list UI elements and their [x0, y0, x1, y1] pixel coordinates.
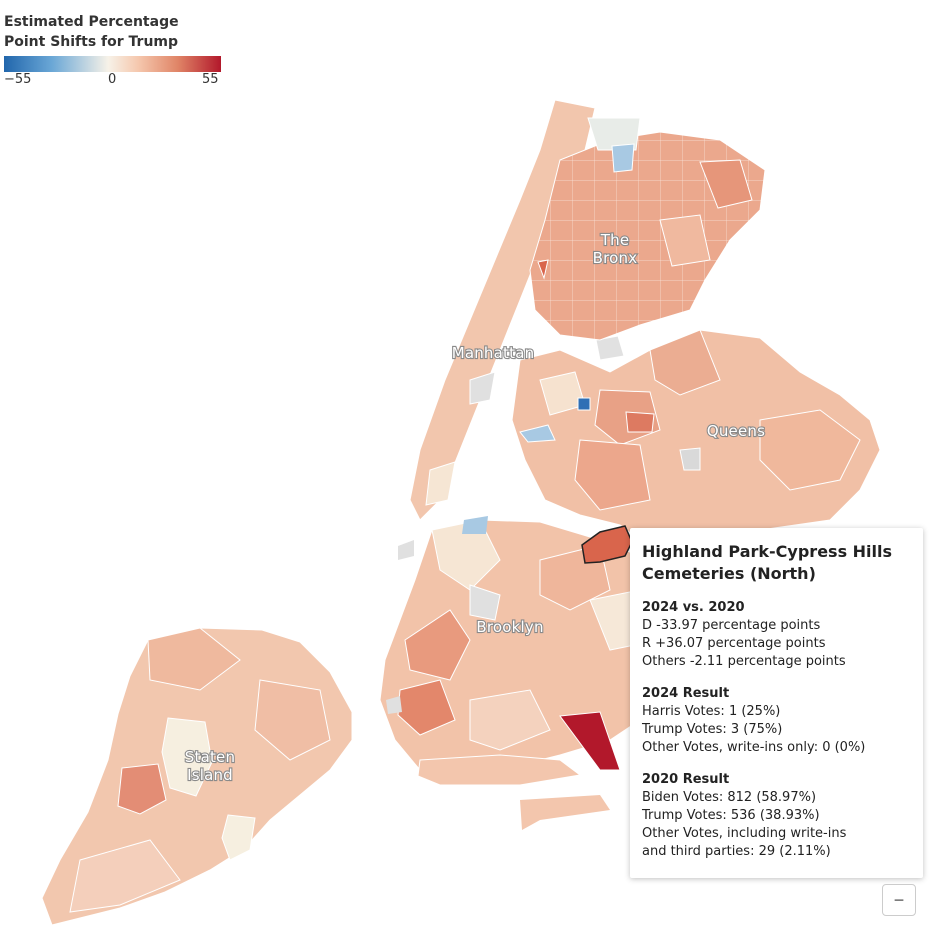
other-votes-2020-line2: and third parties: 29 (2.11%): [642, 844, 831, 859]
result-2020-heading: 2020 Result: [642, 772, 730, 787]
other-votes-2024: Other Votes, write-ins only: 0 (0%): [642, 740, 866, 755]
tooltip-2020-section: 2020 Result Biden Votes: 812 (58.97%) Tr…: [642, 771, 911, 861]
legend-color-bar: [4, 56, 221, 72]
legend-title-line1: Estimated Percentage: [4, 14, 179, 30]
bronx-label-2: Bronx: [593, 249, 638, 267]
legend-mid-label: 0: [108, 72, 117, 87]
the-bronx[interactable]: [529, 117, 766, 341]
tooltip-title: Highland Park-Cypress Hills Cemeteries (…: [642, 541, 911, 585]
legend-ticks: −55 0 55: [4, 72, 224, 88]
staten-island-label-2: Island: [187, 766, 233, 784]
result-2024-heading: 2024 Result: [642, 686, 730, 701]
harris-votes: Harris Votes: 1 (25%): [642, 704, 781, 719]
tooltip-title-line2: Cemeteries (North): [642, 564, 816, 583]
legend-max-label: 55: [202, 72, 219, 87]
trump-votes-2024: Trump Votes: 3 (75%): [642, 722, 783, 737]
queens-label: Queens: [707, 422, 765, 440]
manhattan-label: Manhattan: [452, 344, 535, 362]
biden-votes: Biden Votes: 812 (58.97%): [642, 790, 817, 805]
tooltip-2024-section: 2024 Result Harris Votes: 1 (25%) Trump …: [642, 685, 911, 757]
legend-title: Estimated Percentage Point Shifts for Tr…: [4, 12, 224, 52]
staten-island[interactable]: [41, 627, 353, 926]
highlighted-precinct[interactable]: [581, 525, 633, 564]
queens[interactable]: [511, 329, 881, 549]
trump-votes-2020: Trump Votes: 536 (38.93%): [642, 808, 820, 823]
precinct-tooltip: Highland Park-Cypress Hills Cemeteries (…: [630, 528, 923, 878]
tooltip-title-line1: Highland Park-Cypress Hills: [642, 542, 893, 561]
other-votes-2020-line1: Other Votes, including write-ins: [642, 826, 847, 841]
legend-title-line2: Point Shifts for Trump: [4, 34, 179, 50]
staten-island-label: Staten: [185, 748, 235, 766]
shift-heading: 2024 vs. 2020: [642, 600, 745, 615]
brooklyn-label: Brooklyn: [476, 618, 543, 636]
color-legend: Estimated Percentage Point Shifts for Tr…: [4, 12, 224, 88]
legend-min-label: −55: [4, 72, 32, 87]
zoom-out-button[interactable]: −: [882, 884, 916, 916]
tooltip-shift-section: 2024 vs. 2020 D -33.97 percentage points…: [642, 599, 911, 671]
shift-others: Others -2.11 percentage points: [642, 654, 846, 669]
shift-d: D -33.97 percentage points: [642, 618, 821, 633]
shift-r: R +36.07 percentage points: [642, 636, 826, 651]
bronx-label: The: [600, 231, 630, 249]
